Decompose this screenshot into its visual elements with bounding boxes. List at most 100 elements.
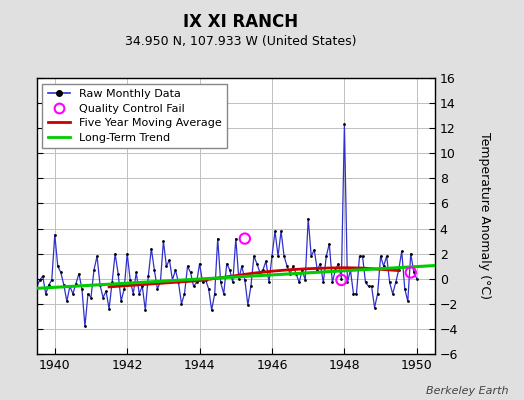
Point <box>274 253 282 259</box>
Point <box>96 282 104 288</box>
Point <box>386 279 394 286</box>
Point <box>325 240 333 247</box>
Point <box>391 279 400 286</box>
Point <box>280 253 288 259</box>
Point <box>114 270 122 277</box>
Point <box>24 279 32 286</box>
Point <box>211 290 219 297</box>
Point <box>90 267 98 273</box>
Point <box>72 280 80 287</box>
Point <box>168 277 177 283</box>
Point <box>108 279 116 286</box>
Point <box>256 269 264 276</box>
Point <box>362 279 370 286</box>
Point <box>388 290 397 297</box>
Point <box>29 278 38 284</box>
Point <box>129 290 137 297</box>
Point <box>383 253 391 259</box>
Point <box>141 307 149 313</box>
Point <box>102 288 110 294</box>
Point <box>292 270 300 277</box>
Point <box>376 253 385 259</box>
Point <box>412 276 421 282</box>
Point <box>147 246 156 252</box>
Point <box>316 260 324 267</box>
Point <box>295 279 303 286</box>
Point <box>171 267 180 273</box>
Point <box>228 279 237 286</box>
Point <box>310 247 319 253</box>
Point <box>322 253 331 259</box>
Point <box>174 279 183 286</box>
Point <box>45 282 53 288</box>
Point <box>183 263 192 269</box>
Point <box>99 294 107 301</box>
Point <box>117 298 125 304</box>
Point <box>201 277 210 283</box>
Point <box>57 269 65 276</box>
Point <box>135 290 144 297</box>
Point <box>283 263 291 269</box>
Text: 34.950 N, 107.933 W (United States): 34.950 N, 107.933 W (United States) <box>125 36 357 48</box>
Point <box>63 298 71 304</box>
Point <box>105 306 113 312</box>
Point <box>66 283 74 290</box>
Point <box>220 290 228 297</box>
Point <box>286 270 294 277</box>
Point <box>398 248 406 254</box>
Point <box>120 286 128 292</box>
Point <box>75 270 83 277</box>
Point <box>340 121 348 128</box>
Point <box>350 290 358 297</box>
Point <box>156 279 165 286</box>
Point <box>78 286 86 292</box>
Point <box>337 277 346 283</box>
Point <box>241 235 249 242</box>
Point <box>364 283 373 290</box>
Point <box>48 277 56 283</box>
Point <box>144 273 152 280</box>
Point <box>138 283 147 290</box>
Point <box>150 267 159 273</box>
Point <box>32 284 41 291</box>
Point <box>304 215 312 222</box>
Point <box>238 263 246 269</box>
Point <box>307 253 315 259</box>
Point <box>407 269 415 276</box>
Point <box>313 267 321 273</box>
Point <box>343 279 352 286</box>
Point <box>289 263 297 269</box>
Point <box>126 277 134 283</box>
Point <box>298 267 307 273</box>
Point <box>268 253 276 259</box>
Point <box>180 290 189 297</box>
Point <box>87 294 95 301</box>
Text: IX XI RANCH: IX XI RANCH <box>183 13 299 31</box>
Point <box>17 272 26 278</box>
Point <box>81 323 89 330</box>
Point <box>250 253 258 259</box>
Point <box>400 286 409 292</box>
Point <box>395 267 403 273</box>
Y-axis label: Temperature Anomaly (°C): Temperature Anomaly (°C) <box>477 132 490 300</box>
Point <box>410 269 418 276</box>
Point <box>223 260 231 267</box>
Point <box>225 267 234 273</box>
Point <box>265 279 273 286</box>
Point <box>355 253 364 259</box>
Point <box>331 267 340 273</box>
Point <box>277 228 285 234</box>
Point <box>204 286 213 292</box>
Point <box>20 266 29 272</box>
Point <box>153 286 161 292</box>
Point <box>26 286 35 292</box>
Point <box>328 279 336 286</box>
Point <box>247 283 255 290</box>
Point <box>14 269 23 276</box>
Point <box>39 273 47 280</box>
Point <box>195 260 204 267</box>
Point <box>370 304 379 311</box>
Point <box>189 283 198 290</box>
Point <box>41 290 50 297</box>
Point <box>271 228 279 234</box>
